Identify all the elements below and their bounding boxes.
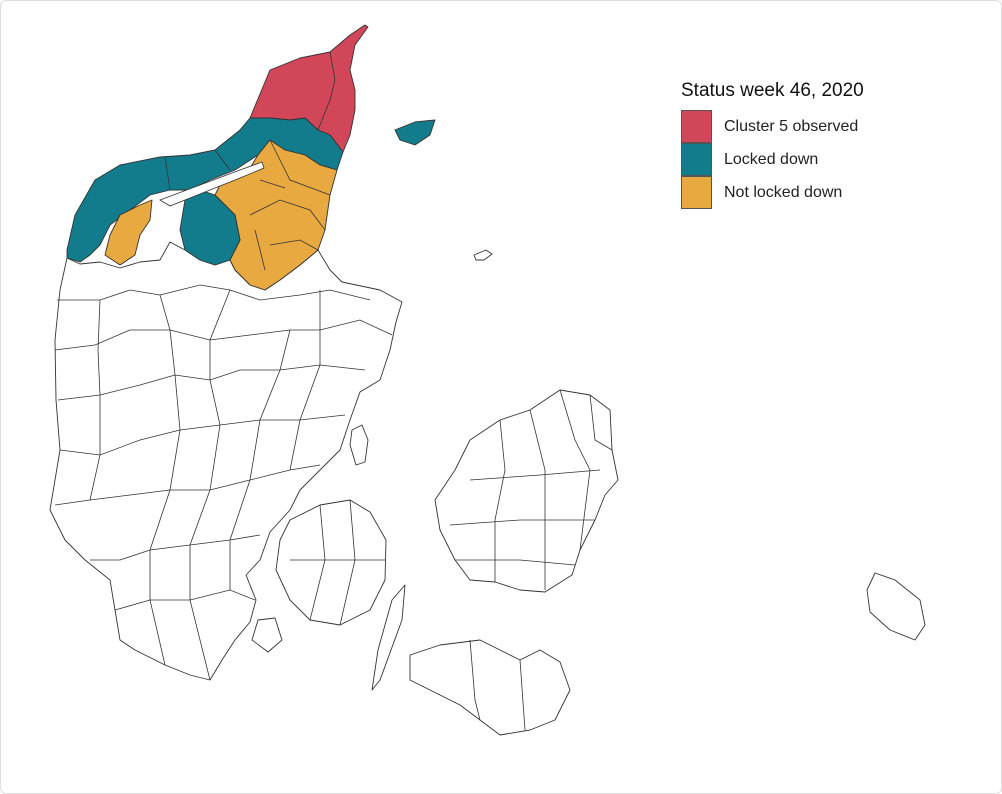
legend-label: Locked down [724,150,819,168]
legend-swatch-locked-down [681,143,712,176]
legend-label: Cluster 5 observed [724,117,859,135]
island-anholt [473,249,493,261]
municipal-borders-lolland-falster [469,639,526,731]
region-zealand [434,389,619,593]
island-samso [349,424,369,466]
region-lolland-falster [409,639,571,736]
island-als [251,617,283,653]
municipal-borders-zealand [449,389,613,590]
region-not-locked-down-morso [104,199,153,266]
region-locked-down-vesthimmerland [179,189,241,266]
legend-swatch-not-locked-down [681,176,712,209]
legend-label: Not locked down [724,183,843,201]
legend: Status week 46, 2020 Cluster 5 observed … [681,80,864,209]
region-not-locked-down-aalborg [214,139,338,291]
region-funen [275,499,387,626]
island-langeland [371,584,406,691]
region-bornholm [866,572,926,641]
legend-title: Status week 46, 2020 [681,80,864,101]
limfjord [159,161,265,207]
municipal-borders-funen [290,499,385,626]
legend-swatch-cluster5 [681,110,712,143]
red-internal-border [317,51,336,131]
teal-internal-borders [164,149,231,191]
island-laeso [394,119,436,146]
orange-internal-borders [249,139,331,271]
legend-item-locked-down: Locked down [681,143,864,176]
legend-item-cluster5: Cluster 5 observed [681,110,864,143]
municipal-borders-jutland [54,284,393,681]
legend-item-not-locked-down: Not locked down [681,176,864,209]
